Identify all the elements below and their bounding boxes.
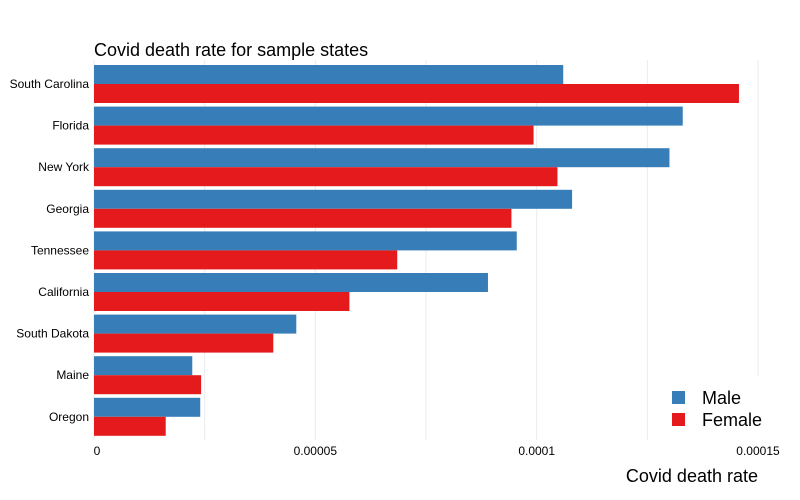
y-tick-label: Georgia bbox=[46, 202, 89, 216]
legend-label-female: Female bbox=[702, 410, 762, 430]
legend-swatch-female bbox=[672, 413, 685, 426]
bar-female-maine bbox=[94, 375, 202, 395]
y-tick-labels: South Carolina Florida New York Georgia Tenn… bbox=[10, 77, 90, 424]
bars bbox=[94, 65, 739, 436]
y-tick-label: Florida bbox=[52, 119, 89, 133]
x-tick-labels: 0 0.00005 0.0001 0.00015 bbox=[94, 444, 780, 458]
bar-male-south-dakota bbox=[94, 314, 297, 334]
bar-male-new-york bbox=[94, 148, 670, 168]
legend-swatch-male bbox=[672, 391, 685, 404]
bar-male-georgia bbox=[94, 189, 573, 209]
x-tick-label: 0.0001 bbox=[518, 444, 555, 458]
x-tick-label: 0 bbox=[94, 444, 101, 458]
bar-male-maine bbox=[94, 356, 193, 376]
chart-title: Covid death rate for sample states bbox=[94, 40, 368, 60]
bar-female-georgia bbox=[94, 208, 512, 228]
y-tick-label: South Dakota bbox=[16, 327, 89, 341]
bar-male-oregon bbox=[94, 397, 201, 417]
y-tick-label: South Carolina bbox=[10, 77, 90, 91]
bar-female-south-dakota bbox=[94, 333, 274, 353]
bar-female-tennessee bbox=[94, 250, 398, 270]
bar-male-florida bbox=[94, 106, 683, 126]
y-tick-label: Maine bbox=[56, 368, 89, 382]
bar-male-tennessee bbox=[94, 231, 517, 251]
x-tick-label: 0.00005 bbox=[294, 444, 338, 458]
bar-female-california bbox=[94, 292, 350, 311]
bar-male-south-carolina bbox=[94, 65, 564, 84]
bar-female-south-carolina bbox=[94, 84, 739, 103]
x-tick-label: 0.00015 bbox=[736, 444, 780, 458]
y-tick-label: Oregon bbox=[49, 410, 89, 424]
bar-male-california bbox=[94, 273, 488, 292]
bar-female-new-york bbox=[94, 167, 558, 187]
x-axis-title: Covid death rate bbox=[626, 466, 758, 486]
y-tick-label: California bbox=[38, 285, 89, 299]
bar-female-florida bbox=[94, 125, 534, 145]
y-tick-label: New York bbox=[38, 160, 90, 174]
y-tick-label: Tennessee bbox=[31, 243, 89, 257]
bar-female-oregon bbox=[94, 416, 166, 436]
legend-label-male: Male bbox=[702, 388, 741, 408]
